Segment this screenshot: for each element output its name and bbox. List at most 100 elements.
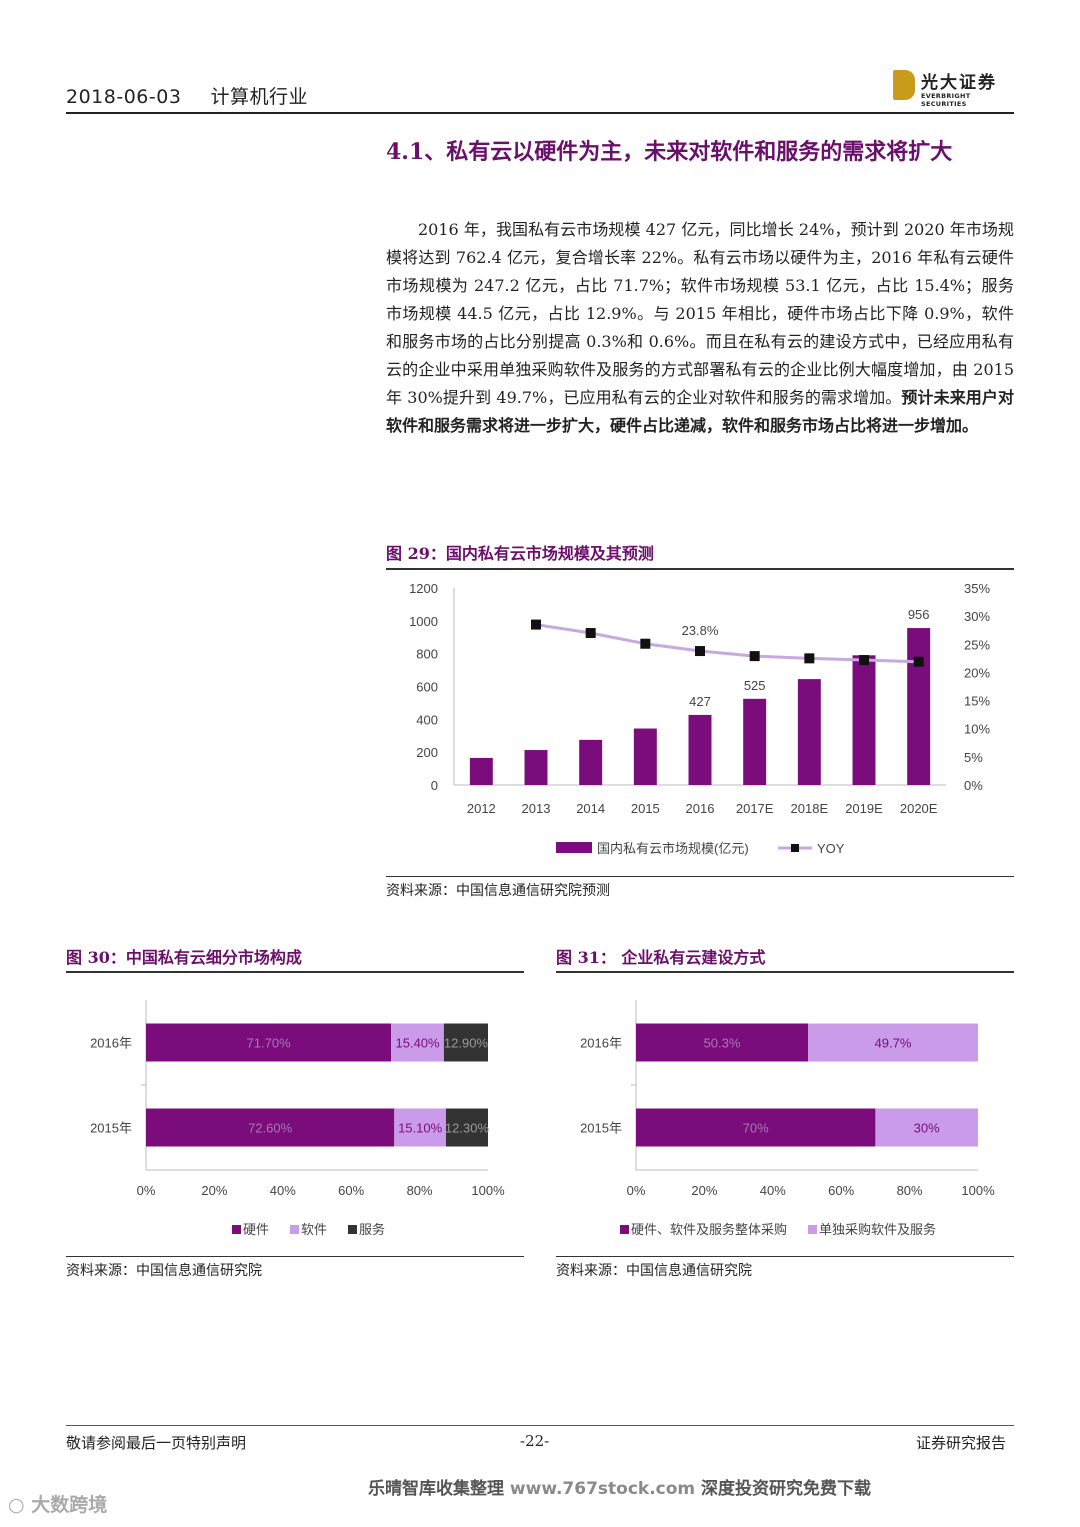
fig30-bar-segment: [146, 1023, 392, 1062]
fig29-x-tick-label: 2015: [631, 801, 660, 816]
fig29-y-tick-label: 1000: [409, 614, 438, 629]
fig29-x-tick-label: 2012: [467, 801, 496, 816]
fig30-bar-segment: [391, 1023, 444, 1062]
fig29-legend-line-label: YOY: [817, 841, 845, 856]
fig30-x-tick-label: 80%: [407, 1183, 433, 1198]
download-banner: 乐晴智库收集整理 www.767stock.com 深度投资研究免费下载: [368, 1474, 871, 1499]
fig29-y2-tick-label: 20%: [964, 665, 990, 680]
fig29-y2-tick-label: 30%: [964, 609, 990, 624]
footer-disclaimer: 敬请参阅最后一页特别声明: [66, 1434, 247, 1452]
fig29-y-tick-label: 400: [416, 712, 438, 727]
fig29-y2-tick-label: 5%: [964, 750, 983, 765]
fig31-x-tick-label: 0%: [627, 1183, 646, 1198]
fig30-legend-label: 服务: [359, 1222, 385, 1237]
fig29-top-rule: [386, 568, 1014, 570]
fig29-yoy-point: [640, 638, 651, 649]
fig29-bar-data-label: 525: [744, 678, 766, 693]
fig30-bar-data-label: 12.90%: [444, 1036, 489, 1051]
fig29-x-tick-label: 2019E: [845, 801, 883, 816]
everbright-logo: 光大证券 EVERBRIGHT SECURITIES: [893, 68, 1017, 108]
fig31-bar-data-label: 49.7%: [875, 1036, 912, 1051]
body-paragraph: 2016 年，我国私有云市场规模 427 亿元，同比增长 24%，预计到 202…: [386, 216, 1014, 440]
fig29-yoy-line: [535, 623, 919, 664]
fig29-y-tick-label: 0: [431, 778, 438, 793]
fig29-x-tick-label: 2013: [522, 801, 551, 816]
fig29-title: 图 29：国内私有云市场规模及其预测: [386, 544, 654, 563]
fig31-bar-data-label: 30%: [914, 1121, 940, 1136]
fig29-bar: [688, 714, 712, 785]
fig29-yoy-point: [531, 619, 541, 630]
fig29-chart: 0 200 400 600 800 1000 1200 0% 5% 10% 15% 20% 25% 30%…: [409, 581, 990, 856]
fig29-bar: [743, 698, 767, 785]
fig29-y2-tick-label: 35%: [964, 581, 990, 596]
fig29-x-tick-label: 2014: [576, 801, 605, 816]
fig29-y2-tick-label: 10%: [964, 722, 990, 737]
fig29-bar-data-label: 956: [908, 607, 930, 622]
fig31-x-tick-label: 20%: [691, 1183, 717, 1198]
header-divider: [66, 112, 1014, 114]
fig30-x-tick-label: 0%: [137, 1183, 156, 1198]
fig31-bar-data-label: 70%: [743, 1121, 769, 1136]
fig30-x-tick-label: 40%: [270, 1183, 296, 1198]
fig30-source: 资料来源：中国信息通信研究院: [66, 1263, 262, 1279]
fig29-y2-tick-label: 0%: [964, 778, 983, 793]
fig29-bar: [524, 750, 548, 785]
fig31-source: 资料来源：中国信息通信研究院: [556, 1263, 752, 1279]
fig30-chart: 0% 20% 40% 60% 80% 100% 2016年 71.70% 15.40% 12.90…: [90, 1000, 505, 1237]
fig30-x-tick-label: 60%: [338, 1183, 364, 1198]
fig30-legend-label: 硬件: [243, 1222, 269, 1237]
report-header: 2018-06-03 计算机行业: [66, 82, 308, 109]
footer-divider: [66, 1425, 1014, 1426]
banner-site-link[interactable]: www.767stock.com: [509, 1479, 696, 1499]
fig29-bar: [852, 655, 876, 785]
fig29-y-tick-label: 200: [416, 745, 438, 760]
fig29-yoy-point: [804, 653, 815, 664]
fig31-legend-swatch: [620, 1225, 629, 1234]
fig31-chart: 0% 20% 40% 60% 80% 100% 2016年 50.3% 49.7% 2015年 70…: [580, 1000, 995, 1237]
fig30-bar-segment: [445, 1108, 488, 1147]
fig30-legend-swatch: [290, 1225, 299, 1234]
fig30-bar-data-label: 71.70%: [247, 1036, 292, 1051]
fig29-bottom-rule: [386, 876, 1014, 877]
footer-report-type: 证券研究报告: [916, 1434, 1007, 1452]
fig30-bar-segment: [146, 1108, 395, 1147]
fig30-y-tick-label: 2015年: [90, 1121, 132, 1136]
page-number: -22-: [520, 1432, 550, 1450]
fig29-y2-tick-label: 25%: [964, 637, 990, 652]
fig31-bar-segment: [875, 1108, 978, 1147]
banner-text-b: 深度投资研究免费下载: [695, 1479, 872, 1499]
fig31-x-tick-label: 60%: [828, 1183, 854, 1198]
body-text-bold: 预计未来用户对软件和服务需求将进一步扩大，硬件占比递减，软件和服务市场占比将进一…: [386, 388, 1014, 435]
fig30-bar-segment: [394, 1108, 446, 1147]
report-industry: 计算机行业: [210, 86, 309, 108]
fig29-yoy-point: [749, 651, 760, 662]
fig29-legend-bar-swatch: [556, 842, 592, 853]
fig29-yoy-point: [695, 646, 705, 657]
fig29-legend-line-marker: [791, 844, 799, 852]
fig29-bar: [633, 728, 657, 785]
fig30-bar-data-label: 72.60%: [248, 1121, 293, 1136]
fig30-bar-data-label: 12.30%: [445, 1121, 490, 1136]
watermark: ○ 大数跨境: [8, 1490, 107, 1517]
body-text-regular: 2016 年，我国私有云市场规模 427 亿元，同比增长 24%，预计到 202…: [386, 220, 1014, 407]
fig31-title: 图 31： 企业私有云建设方式: [556, 948, 766, 967]
report-date: 2018-06-03: [66, 86, 182, 108]
fig31-x-tick-label: 40%: [760, 1183, 786, 1198]
fig29-bar: [797, 679, 821, 785]
fig29-bar: [907, 628, 931, 785]
fig31-bar-segment: [808, 1023, 978, 1062]
watermark-icon: ○: [8, 1494, 25, 1516]
fig31-legend-swatch: [808, 1225, 817, 1234]
fig30-x-tick-label: 20%: [201, 1183, 227, 1198]
fig31-x-tick-label: 100%: [961, 1183, 995, 1198]
fig30-bottom-rule: [66, 1256, 524, 1257]
fig31-top-rule: [556, 971, 1014, 973]
section-title: 4.1、私有云以硬件为主，未来对软件和服务的需求将扩大: [386, 139, 953, 165]
fig29-y2-tick-label: 15%: [964, 694, 990, 709]
fig29-bar: [579, 739, 603, 785]
fig29-x-tick-label: 2020E: [900, 801, 938, 816]
fig31-legend-label: 单独采购软件及服务: [819, 1222, 936, 1237]
fig30-y-tick-label: 2016年: [90, 1036, 132, 1051]
fig29-x-tick-label: 2016: [686, 801, 715, 816]
logo-mark-icon: [893, 70, 915, 100]
